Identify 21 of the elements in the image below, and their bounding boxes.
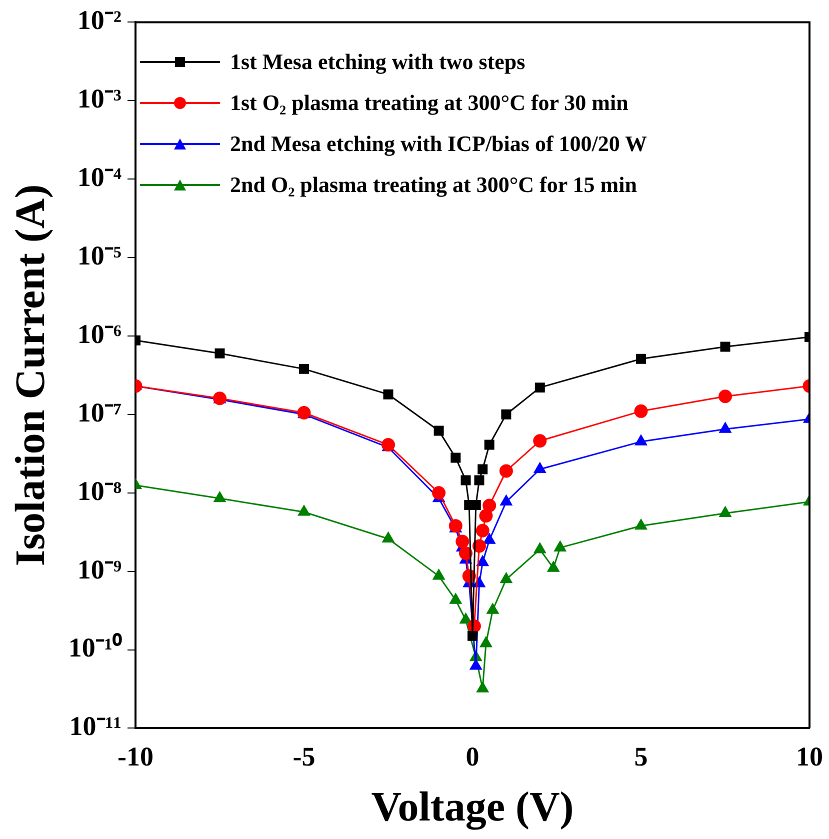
x-tick-label: 5 — [634, 741, 648, 772]
y-tick-label: 10⁻³ — [77, 84, 122, 114]
y-tick-label: 10⁻⁶ — [77, 318, 122, 349]
x-tick-label: -10 — [117, 741, 154, 772]
legend-label: 1st Mesa etching with two steps — [230, 49, 526, 75]
x-tick-label: 0 — [466, 741, 480, 772]
y-axis-title: Isolation Current (A) — [8, 184, 54, 566]
y-tick-label: 10⁻⁷ — [77, 397, 122, 428]
x-tick-label: -5 — [292, 741, 316, 772]
y-tick-label: 10⁻⁴ — [77, 162, 122, 192]
y-tick-label: 10⁻⁵ — [77, 240, 122, 270]
y-tick-label: 10⁻² — [77, 5, 122, 36]
legend-label: 2nd Mesa etching with ICP/bias of 100/20 W — [230, 131, 648, 157]
x-tick-label: 10 — [796, 741, 823, 772]
legend-label: 1st O₂ plasma treating at 300°C for 30 min — [230, 90, 628, 116]
y-tick-label: 10⁻⁹ — [77, 554, 122, 584]
y-tick-label: 10⁻¹¹ — [69, 711, 122, 742]
y-tick-label: 10⁻¹⁰ — [68, 632, 122, 663]
y-tick-label: 10⁻⁸ — [77, 476, 122, 506]
x-axis-title: Voltage (V) — [371, 784, 574, 831]
legend-label: 2nd O₂ plasma treating at 300°C for 15 min — [230, 172, 637, 198]
